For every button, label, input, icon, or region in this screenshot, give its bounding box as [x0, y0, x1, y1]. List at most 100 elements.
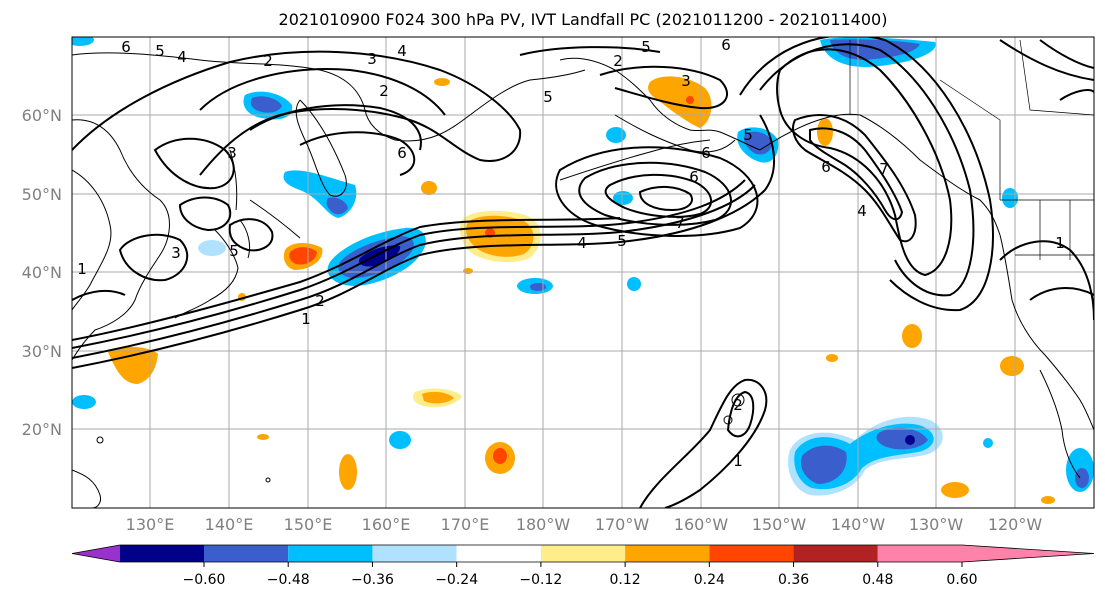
contour-label: 1	[77, 260, 87, 278]
lon-label: 150°W	[752, 515, 807, 534]
negative-anomaly-small3	[606, 127, 626, 143]
colorbar-tick-label: 0.24	[694, 572, 725, 588]
colorbar-tick-label: 0.12	[610, 572, 641, 588]
colorbar-tick-label: −0.24	[435, 572, 478, 588]
colorbar-segment	[625, 545, 710, 562]
colorbar-segment	[204, 545, 289, 562]
lat-label: 20°N	[22, 420, 62, 439]
lon-label: 120°W	[988, 515, 1043, 534]
positive-anomaly-small7	[941, 482, 969, 498]
colorbar-tick-label: 0.48	[862, 572, 893, 588]
lon-label: 160°E	[362, 515, 411, 534]
lat-label: 40°N	[22, 263, 62, 282]
lon-label: 160°W	[674, 515, 729, 534]
lat-label: 60°N	[22, 106, 62, 125]
colorbar-segment	[540, 545, 626, 562]
contour-label: 1	[733, 452, 743, 470]
lon-label: 170°W	[595, 515, 650, 534]
negative-anomaly-small5	[389, 431, 411, 449]
negative-anomaly-small9	[198, 240, 226, 256]
contour-label: 6	[721, 36, 731, 54]
coastlines	[72, 39, 1094, 508]
contour-label: 6	[701, 144, 711, 162]
colorbar-tick-label: −0.12	[519, 572, 562, 588]
contour-label: 6	[397, 144, 407, 162]
contour-label: 6	[121, 38, 131, 56]
negative-anomaly-small7	[1002, 188, 1018, 208]
lon-label: 140°E	[205, 515, 254, 534]
contour-label: 2	[733, 396, 743, 414]
colorbar-outline	[71, 544, 1095, 563]
contour-label: 7	[879, 160, 889, 178]
contour-label: 4	[577, 234, 587, 252]
contour-label: 7	[675, 214, 685, 232]
map-frame	[71, 36, 1095, 509]
colorbar-extend-high	[962, 545, 1094, 562]
colorbar-segment	[456, 545, 541, 562]
contour-label: 1	[1055, 234, 1065, 252]
contour-label: 2	[379, 82, 389, 100]
contour-1	[72, 114, 776, 369]
contour-label: 2	[613, 52, 623, 70]
colorbar-tick-label: −0.36	[351, 572, 394, 588]
contour-label: 1	[301, 310, 311, 328]
negative-anomaly-center	[358, 245, 401, 267]
contour-label: 5	[641, 38, 651, 56]
colorbar-tick-label: 0.60	[946, 572, 977, 588]
colorbar-segment	[793, 545, 878, 562]
colorbar-tick-label: −0.48	[267, 572, 310, 588]
colorbar-ticks: −0.60 −0.48 −0.36 −0.24 −0.12 0.12 0.24 0.36 0.4…	[183, 562, 978, 588]
kamchatka-coast	[295, 99, 347, 197]
lon-label: 150°E	[284, 515, 333, 534]
contour-label: 5	[229, 242, 239, 260]
contour-label: 4	[397, 42, 407, 60]
latitude-labels: 20°N 30°N 40°N 50°N 60°N	[22, 106, 62, 439]
contour-label: 6	[689, 168, 699, 186]
contour-label: 2	[315, 292, 325, 310]
contour-label: 3	[227, 144, 237, 162]
colorbar-segment	[877, 545, 962, 562]
positive-anomaly-small4	[339, 454, 357, 490]
colorbar-tick-label: −0.60	[183, 572, 226, 588]
positive-anomaly-small9	[421, 181, 437, 195]
us-west-coast	[999, 234, 1094, 431]
asia-coast	[72, 119, 170, 361]
contour-label: 6	[821, 158, 831, 176]
contour-labels: 6 5 4 2 3 4 5 2 5 6 2 3 6 3 6 5 6 7 4 5 …	[77, 36, 1065, 470]
contour-label: 3	[681, 72, 691, 90]
contour-gulf-1	[555, 146, 759, 237]
negative-anomaly-small8	[627, 277, 641, 291]
colorbar-segment	[119, 545, 204, 562]
contour-label: 5	[743, 126, 753, 144]
contour-label: 4	[177, 48, 187, 66]
positive-anomaly-small1	[108, 346, 158, 384]
contour-ridge-1	[776, 48, 953, 277]
contour-label: 4	[857, 202, 867, 220]
colorbar: −0.60 −0.48 −0.36 −0.24 −0.12 0.12 0.24 0.36 0.4…	[71, 544, 1095, 588]
contour-label: 5	[617, 232, 627, 250]
japan-coast	[174, 229, 239, 319]
contour-label: 3	[171, 244, 181, 262]
negative-anomaly-small6	[72, 395, 96, 409]
contour-label: 3	[367, 50, 377, 68]
lat-label: 30°N	[22, 342, 62, 361]
lat-label: 50°N	[22, 185, 62, 204]
alaska-coast	[559, 57, 761, 151]
contour-subtropic	[639, 378, 768, 508]
positive-anomaly-small6	[1000, 356, 1024, 376]
map-title: 2021010900 F024 300 hPa PV, IVT Landfall…	[279, 10, 888, 29]
lon-label: 180°W	[516, 515, 571, 534]
gridlines	[72, 37, 1094, 508]
colorbar-tick-label: 0.36	[778, 572, 809, 588]
positive-anomaly-small5	[902, 324, 922, 348]
contour-label: 5	[155, 42, 165, 60]
colorbar-segment	[288, 545, 373, 562]
lon-label: 130°W	[909, 515, 964, 534]
lon-label: 130°E	[126, 515, 175, 534]
contour-label: 5	[543, 88, 553, 106]
positive-anomaly-small8	[817, 118, 833, 146]
colorbar-segment	[709, 545, 794, 562]
longitude-labels: 130°E 140°E 150°E 160°E 170°E 180°W 170°…	[126, 515, 1043, 534]
lon-label: 140°W	[831, 515, 886, 534]
